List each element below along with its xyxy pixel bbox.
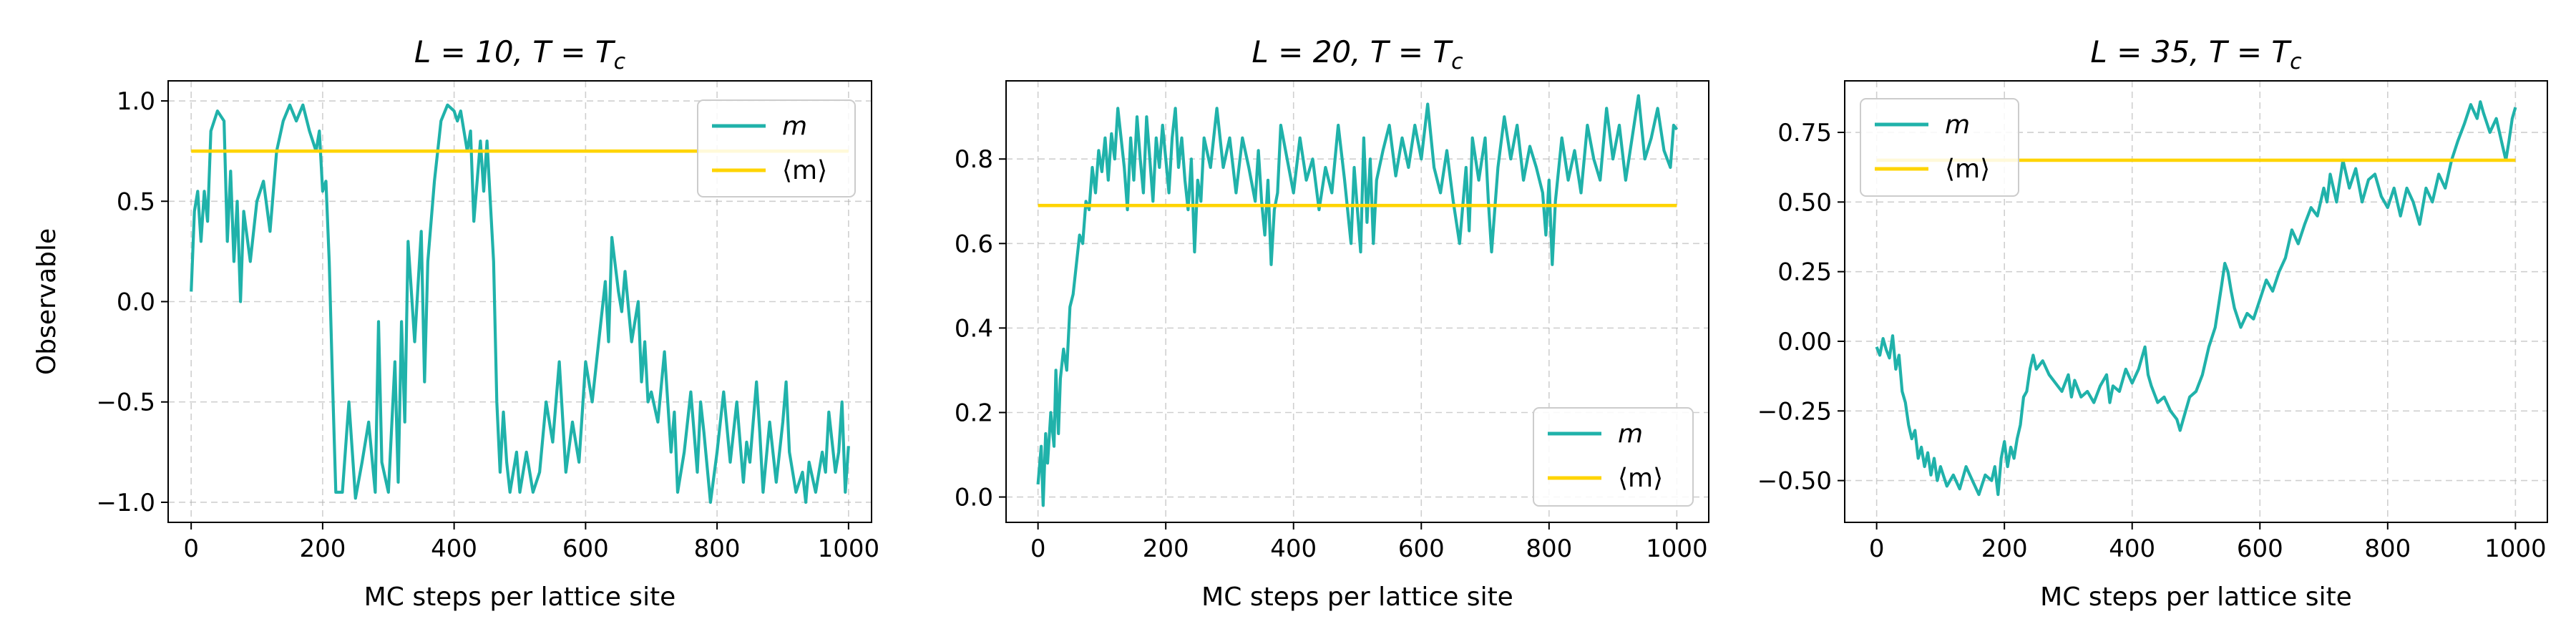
title-subscript: c (2290, 49, 2302, 74)
y-tick-label: −0.5 (96, 389, 155, 417)
x-tick-label: 0 (1030, 535, 1046, 563)
x-tick-label: 400 (2109, 535, 2155, 563)
y-axis-label: Observable (32, 228, 62, 375)
chart-title: L = 35, T = Tc (2090, 34, 2302, 74)
y-tick-label: 0.6 (955, 230, 993, 258)
x-tick-label: 800 (2364, 535, 2411, 563)
title-part: T = T (2209, 34, 2293, 69)
x-axis-label: MC steps per lattice site (2040, 582, 2352, 612)
title-part: T = T (532, 34, 616, 69)
x-tick-label: 800 (1526, 535, 1572, 563)
x-tick-label: 400 (431, 535, 477, 563)
chart-panel-2: 0 200 400 600 800 1000 0.0 0.2 0.4 0.6 0.8 L = 20, … (955, 34, 1709, 612)
x-tick-label: 200 (1981, 535, 2028, 563)
title-part: L = 20, (1252, 34, 1370, 69)
title-subscript: c (614, 49, 626, 74)
y-tick-label: 0.5 (117, 187, 155, 216)
x-tick-label: 600 (2237, 535, 2283, 563)
x-tick-label: 800 (694, 535, 741, 563)
y-tick-label: −1.0 (96, 489, 155, 517)
plot-frame (1005, 80, 1709, 523)
y-tick-label: 0.75 (1777, 119, 1832, 147)
y-tick-label: 0.00 (1777, 328, 1832, 356)
plot-frame (1844, 80, 2548, 523)
title-part: L = 35, (2090, 34, 2208, 69)
legend-label: m (782, 112, 807, 141)
y-tick-label: 0.0 (117, 288, 155, 317)
x-axis-label: MC steps per lattice site (364, 582, 676, 612)
y-tick-label: 0.50 (1777, 188, 1832, 217)
x-tick-label: 600 (562, 535, 609, 563)
x-axis-label: MC steps per lattice site (1201, 582, 1513, 612)
y-tick-label: −0.50 (1757, 467, 1832, 496)
series-line-m (1036, 94, 1679, 507)
x-tick-label: 400 (1270, 535, 1317, 563)
legend-label: ⟨m⟩ (782, 156, 827, 185)
series-line-m (1875, 100, 2517, 497)
legend: m ⟨m⟩ (1533, 407, 1694, 507)
chart-title: L = 20, T = Tc (1252, 34, 1463, 74)
legend-box (1860, 98, 2019, 197)
y-tick-label: 0.8 (955, 145, 993, 174)
chart-panel-3: 0 200 400 600 800 1000 −0.50 −0.25 0.00 0.25 0.50 0… (1757, 34, 2548, 612)
legend-box (1533, 407, 1694, 507)
title-part: L = 10, (414, 34, 532, 69)
title-subscript: c (1451, 49, 1463, 74)
y-tick-label: 0.2 (955, 399, 993, 427)
x-tick-label: 1000 (2484, 535, 2547, 563)
y-tick-label: −0.25 (1757, 397, 1832, 426)
legend-box (697, 99, 856, 197)
x-tick-label: 1000 (818, 535, 880, 563)
legend-label: ⟨m⟩ (1945, 155, 1990, 184)
chart-title: L = 10, T = Tc (414, 34, 626, 74)
series-line-m (190, 103, 850, 504)
chart-panel-1: 0 200 400 600 800 1000 −1.0 −0.5 0.0 0.5 1.0 L = 10… (32, 34, 879, 612)
x-tick-label: 0 (183, 535, 199, 563)
y-tick-label: 1.0 (117, 87, 155, 116)
x-tick-label: 1000 (1646, 535, 1708, 563)
legend-label: m (1945, 110, 1970, 140)
series-group (1036, 94, 1679, 507)
y-tick-label: 0.0 (955, 484, 993, 512)
legend-label: m (1618, 419, 1643, 449)
x-tick-label: 0 (1869, 535, 1885, 563)
title-part: T = T (1370, 34, 1454, 69)
y-tick-label: 0.4 (955, 314, 993, 343)
x-tick-label: 600 (1398, 535, 1445, 563)
legend: m ⟨m⟩ (1860, 98, 2019, 197)
legend: m ⟨m⟩ (697, 99, 856, 197)
legend-label: ⟨m⟩ (1618, 464, 1663, 493)
x-tick-label: 200 (1143, 535, 1189, 563)
x-tick-label: 200 (299, 535, 346, 563)
y-tick-label: 0.25 (1777, 258, 1832, 287)
